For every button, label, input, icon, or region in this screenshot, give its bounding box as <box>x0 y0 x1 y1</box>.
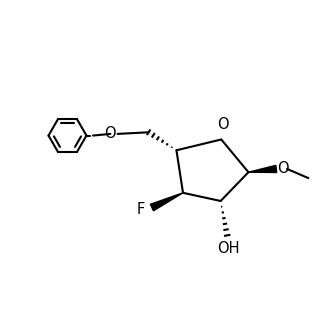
Text: O: O <box>278 161 289 177</box>
Text: O: O <box>217 117 229 132</box>
Text: OH: OH <box>217 241 240 256</box>
Text: F: F <box>137 202 146 217</box>
Polygon shape <box>150 193 183 211</box>
Text: O: O <box>104 126 116 141</box>
Polygon shape <box>248 165 277 173</box>
